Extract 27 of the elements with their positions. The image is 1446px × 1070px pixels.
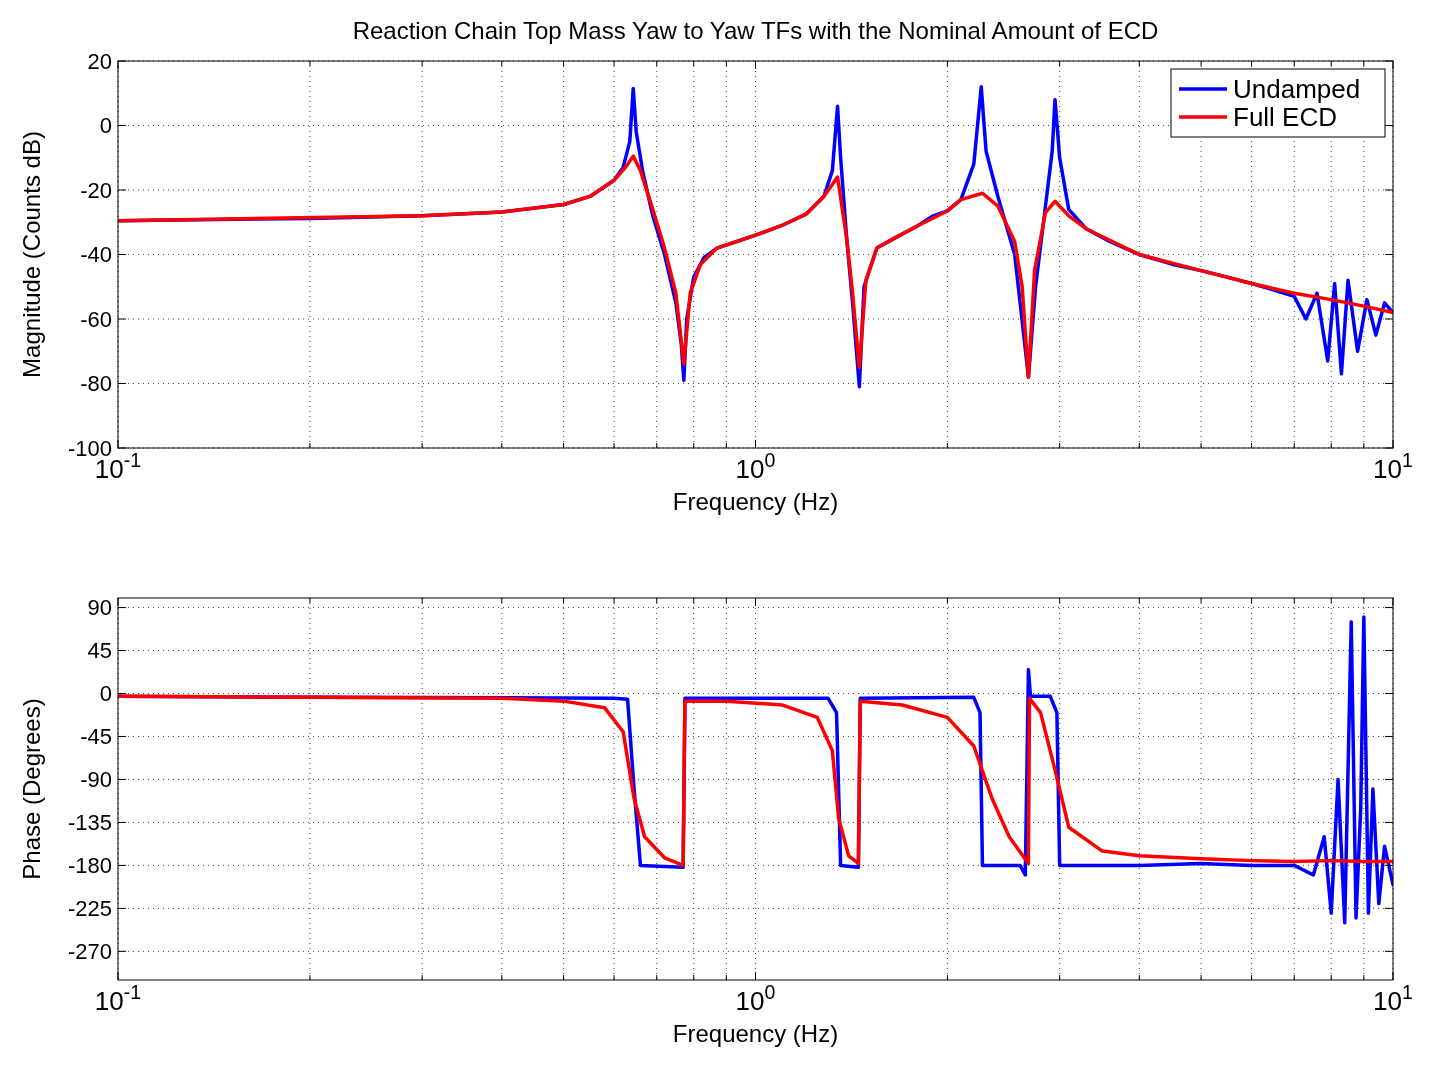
x-axis-title: Frequency (Hz) bbox=[672, 1020, 839, 1047]
y-tick-label: -225 bbox=[67, 896, 112, 922]
chart-title: Reaction Chain Top Mass Yaw to Yaw TFs with the Nominal Amount of ECD bbox=[352, 17, 1159, 44]
legend-label: Undamped bbox=[1233, 74, 1361, 105]
x-tick-label: 10$^{-1}$ bbox=[94, 981, 142, 1016]
y-tick-label: -180 bbox=[67, 853, 112, 879]
y-tick-label: -45 bbox=[80, 724, 112, 750]
y-axis-title: Phase (Degrees) bbox=[18, 698, 45, 880]
y-tick-label: 0 bbox=[99, 681, 112, 707]
y-tick-label: -20 bbox=[80, 177, 112, 203]
legend-label: Full ECD bbox=[1233, 102, 1338, 133]
x-tick-label: 10$^{0}$ bbox=[735, 981, 776, 1016]
y-tick-label: -270 bbox=[67, 939, 112, 965]
x-axis-title: Frequency (Hz) bbox=[672, 488, 839, 515]
x-tick-label: 10$^{1}$ bbox=[1373, 449, 1413, 484]
x-tick-label: 10$^{1}$ bbox=[1373, 981, 1413, 1016]
y-tick-label: 0 bbox=[99, 113, 112, 139]
y-tick-label: 45 bbox=[87, 638, 112, 664]
y-tick-label: -90 bbox=[80, 767, 112, 793]
y-axis-title: Magnitude (Counts dB) bbox=[18, 131, 45, 378]
y-tick-label: -80 bbox=[80, 371, 112, 397]
y-tick-label: -40 bbox=[80, 242, 112, 268]
y-tick-label: 90 bbox=[87, 595, 112, 621]
y-tick-label: 20 bbox=[87, 48, 112, 74]
y-tick-label: -135 bbox=[67, 810, 112, 836]
y-tick-label: -60 bbox=[80, 306, 112, 332]
x-tick-label: 10$^{0}$ bbox=[735, 449, 776, 484]
